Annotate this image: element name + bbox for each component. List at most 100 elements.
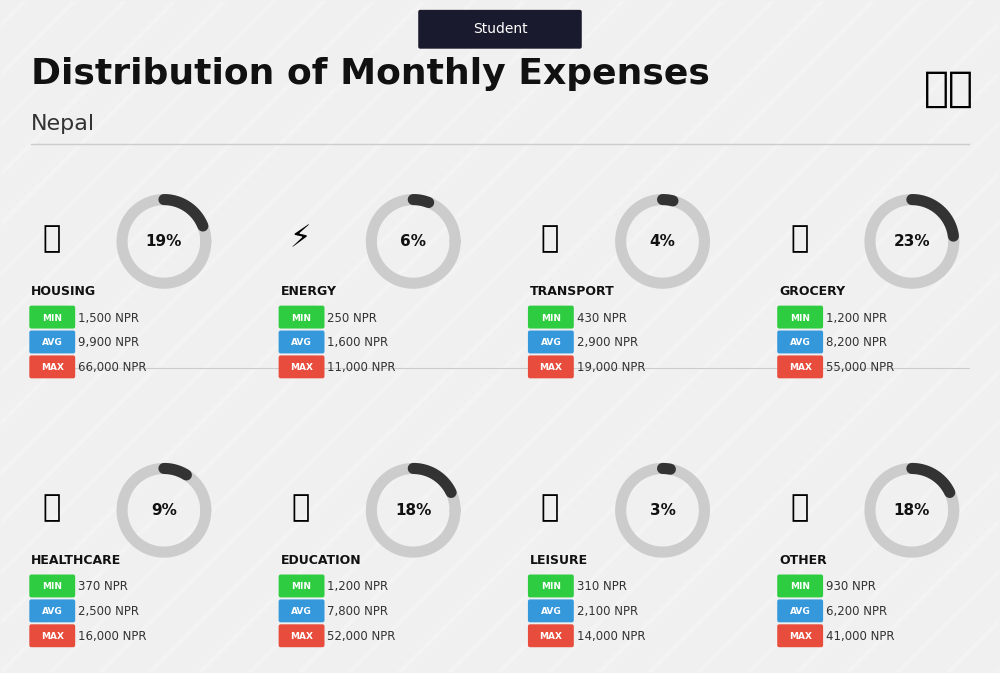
Text: MIN: MIN [292,582,312,592]
Text: 41,000 NPR: 41,000 NPR [826,630,895,643]
Text: 6,200 NPR: 6,200 NPR [826,605,887,618]
Text: 🚌: 🚌 [541,224,559,253]
Text: 🏢: 🏢 [42,224,60,253]
Text: MAX: MAX [539,363,562,372]
Text: 🛒: 🛒 [790,224,808,253]
FancyBboxPatch shape [29,600,75,623]
FancyBboxPatch shape [777,355,823,378]
Text: MIN: MIN [790,582,810,592]
Text: 9,900 NPR: 9,900 NPR [78,336,139,349]
Text: ⚡: ⚡ [290,224,311,253]
Text: 66,000 NPR: 66,000 NPR [78,361,147,374]
Text: 9%: 9% [151,503,177,518]
Text: 8,200 NPR: 8,200 NPR [826,336,887,349]
Text: MIN: MIN [541,314,561,322]
Text: 14,000 NPR: 14,000 NPR [577,630,645,643]
FancyBboxPatch shape [528,355,574,378]
Text: 250 NPR: 250 NPR [327,312,377,324]
Text: MIN: MIN [790,314,810,322]
FancyBboxPatch shape [528,575,574,598]
Text: HEALTHCARE: HEALTHCARE [31,554,122,567]
FancyBboxPatch shape [777,330,823,353]
Text: Student: Student [473,22,527,36]
Text: 19,000 NPR: 19,000 NPR [577,361,645,374]
FancyBboxPatch shape [418,10,582,48]
FancyBboxPatch shape [29,355,75,378]
Text: 2,900 NPR: 2,900 NPR [577,336,638,349]
Text: 6%: 6% [400,234,426,249]
Text: 1,200 NPR: 1,200 NPR [327,580,389,594]
Text: MAX: MAX [290,632,313,641]
Text: MIN: MIN [541,582,561,592]
Text: 2,500 NPR: 2,500 NPR [78,605,139,618]
Text: 3%: 3% [650,503,675,518]
Text: OTHER: OTHER [779,554,827,567]
Text: AVG: AVG [291,607,312,616]
Text: 370 NPR: 370 NPR [78,580,128,594]
Text: GROCERY: GROCERY [779,285,845,297]
FancyBboxPatch shape [279,575,324,598]
Text: AVG: AVG [291,339,312,347]
Text: MAX: MAX [41,632,64,641]
Text: ENERGY: ENERGY [281,285,337,297]
Text: HOUSING: HOUSING [31,285,96,297]
FancyBboxPatch shape [777,306,823,328]
FancyBboxPatch shape [279,625,324,647]
Text: 310 NPR: 310 NPR [577,580,627,594]
FancyBboxPatch shape [279,306,324,328]
Text: 🛍️: 🛍️ [541,493,559,522]
Text: 1,200 NPR: 1,200 NPR [826,312,887,324]
Text: 1,600 NPR: 1,600 NPR [327,336,389,349]
Text: EDUCATION: EDUCATION [281,554,361,567]
FancyBboxPatch shape [29,575,75,598]
Text: 16,000 NPR: 16,000 NPR [78,630,147,643]
Text: 18%: 18% [395,503,431,518]
Text: AVG: AVG [540,607,561,616]
Text: AVG: AVG [42,607,63,616]
Text: 19%: 19% [146,234,182,249]
Text: 💰: 💰 [790,493,808,522]
Text: MAX: MAX [290,363,313,372]
Text: TRANSPORT: TRANSPORT [530,285,615,297]
Text: 🎓: 🎓 [291,493,310,522]
Text: 52,000 NPR: 52,000 NPR [327,630,396,643]
Text: MAX: MAX [41,363,64,372]
FancyBboxPatch shape [279,600,324,623]
FancyBboxPatch shape [528,306,574,328]
Text: 4%: 4% [650,234,675,249]
Text: 55,000 NPR: 55,000 NPR [826,361,894,374]
Text: 7,800 NPR: 7,800 NPR [327,605,388,618]
FancyBboxPatch shape [528,625,574,647]
Text: MAX: MAX [789,363,812,372]
Text: LEISURE: LEISURE [530,554,588,567]
Text: MAX: MAX [539,632,562,641]
FancyBboxPatch shape [528,330,574,353]
Text: MIN: MIN [42,314,62,322]
Text: 🇳🇵: 🇳🇵 [924,68,974,110]
FancyBboxPatch shape [279,330,324,353]
FancyBboxPatch shape [29,625,75,647]
Text: AVG: AVG [42,339,63,347]
Text: Distribution of Monthly Expenses: Distribution of Monthly Expenses [31,57,710,91]
FancyBboxPatch shape [528,600,574,623]
Text: 11,000 NPR: 11,000 NPR [327,361,396,374]
Text: MAX: MAX [789,632,812,641]
Text: AVG: AVG [790,339,811,347]
Text: MIN: MIN [292,314,312,322]
Text: Nepal: Nepal [31,114,95,134]
Text: AVG: AVG [540,339,561,347]
Text: 430 NPR: 430 NPR [577,312,627,324]
Text: 2,100 NPR: 2,100 NPR [577,605,638,618]
FancyBboxPatch shape [777,625,823,647]
Text: MIN: MIN [42,582,62,592]
Text: 18%: 18% [894,503,930,518]
Text: 🏥: 🏥 [42,493,60,522]
Text: AVG: AVG [790,607,811,616]
Text: 23%: 23% [894,234,930,249]
FancyBboxPatch shape [777,600,823,623]
Text: 930 NPR: 930 NPR [826,580,876,594]
FancyBboxPatch shape [279,355,324,378]
FancyBboxPatch shape [29,306,75,328]
FancyBboxPatch shape [777,575,823,598]
FancyBboxPatch shape [29,330,75,353]
